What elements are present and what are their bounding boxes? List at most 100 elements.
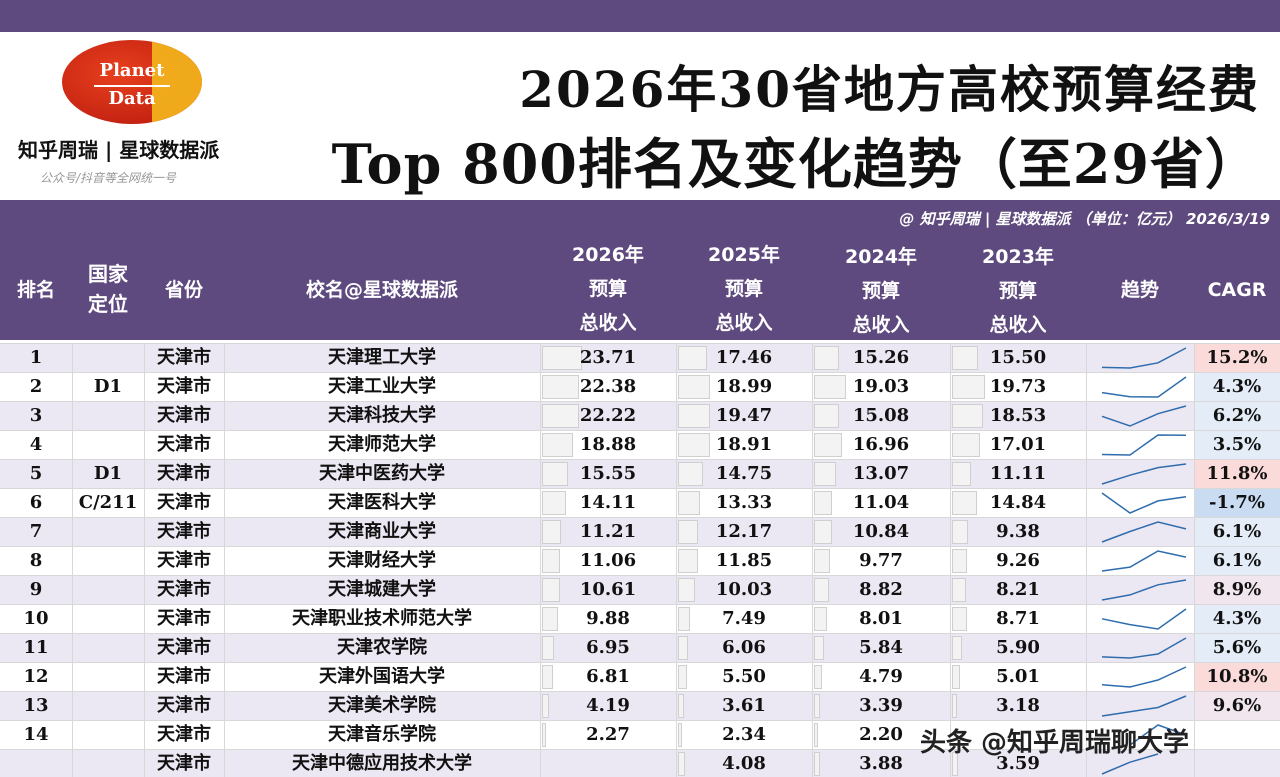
cell-cagr: 4.3%	[1212, 608, 1262, 629]
trend-line	[1101, 695, 1187, 717]
trend-sparkline	[1101, 492, 1187, 514]
cagr-bg	[1194, 401, 1280, 430]
cell-value-v2026: 18.88	[579, 434, 637, 455]
cell-value-v2024: 16.96	[852, 434, 910, 455]
col-2024-income: 总收入	[852, 314, 910, 336]
table-row: 天津市 天津中德应用技术大学 4.08 3.88 3.59	[0, 749, 1280, 777]
cell-rank: 1	[29, 347, 43, 368]
value-bar	[814, 433, 842, 457]
cell-school: 天津中德应用技术大学	[292, 753, 472, 774]
table-row: 12 天津市 天津外国语大学 6.81 5.50 4.79 5.01 10.8%	[0, 662, 1280, 691]
cell-school: 天津工业大学	[328, 376, 436, 397]
value-bar	[814, 491, 832, 515]
cell-value-v2025: 10.03	[715, 579, 773, 600]
value-bar	[542, 578, 560, 602]
cell-national	[72, 546, 144, 575]
trend-sparkline	[1101, 434, 1187, 456]
table-row: 3 天津市 天津科技大学 22.22 19.47 15.08 18.53 6.2%	[0, 401, 1280, 430]
cell-value-v2023: 5.01	[996, 666, 1040, 687]
value-bar	[678, 433, 710, 457]
value-bar	[952, 694, 957, 718]
trend-line	[1101, 347, 1187, 369]
cell-rank: 12	[23, 666, 49, 687]
cell-value-v2025: 19.47	[715, 405, 773, 426]
table-row: 6 C/211 天津市 天津医科大学 14.11 13.33 11.04 14.84 -1.7%	[0, 488, 1280, 517]
trend-sparkline	[1101, 753, 1159, 775]
cell-province: 天津市	[157, 695, 211, 716]
cagr-bg	[1194, 546, 1280, 575]
cell-school: 天津农学院	[337, 637, 427, 658]
grid-line	[812, 343, 813, 777]
trend-line	[1101, 405, 1187, 427]
value-bar	[952, 752, 958, 776]
cell-school: 天津外国语大学	[319, 666, 445, 687]
cell-cagr: 11.8%	[1206, 463, 1268, 484]
table-row: 10 天津市 天津职业技术师范大学 9.88 7.49 8.01 8.71 4.3%	[0, 604, 1280, 633]
cell-national	[72, 401, 144, 430]
title-line-2: Top 800排名及变化趋势（至29省）	[331, 132, 1260, 196]
grid-line	[0, 633, 1280, 634]
trend-line	[1101, 376, 1187, 398]
cell-school: 天津音乐学院	[328, 724, 436, 745]
cell-national	[72, 575, 144, 604]
cagr-bg	[1194, 633, 1280, 662]
cell-value-v2024: 11.04	[852, 492, 910, 513]
grid-line	[0, 401, 1280, 402]
table-row: 5 D1 天津市 天津中医药大学 15.55 14.75 13.07 11.11 11.8%	[0, 459, 1280, 488]
cell-province: 天津市	[157, 579, 211, 600]
col-2025-budget: 预算	[724, 278, 763, 300]
value-bar	[952, 462, 971, 486]
top-band	[0, 0, 1280, 32]
col-2026-income: 总收入	[579, 312, 637, 334]
cell-value-v2023: 8.71	[996, 608, 1040, 629]
cell-value-v2024: 15.08	[852, 405, 910, 426]
cell-value-v2023: 5.90	[996, 637, 1040, 658]
value-bar	[952, 433, 980, 457]
cell-value-v2024: 4.79	[859, 666, 903, 687]
cell-province: 天津市	[157, 376, 211, 397]
value-bar	[814, 752, 820, 776]
trend-sparkline	[1129, 724, 1187, 746]
cell-value-v2025: 5.50	[722, 666, 766, 687]
col-province: 省份	[164, 279, 203, 301]
value-bar	[542, 607, 558, 631]
trend-line	[1101, 521, 1187, 543]
table-row: 11 天津市 天津农学院 6.95 6.06 5.84 5.90 5.6%	[0, 633, 1280, 662]
cell-value-v2024: 3.88	[859, 753, 903, 774]
cell-value-v2024: 3.39	[859, 695, 903, 716]
col-2024-year: 2024年	[845, 246, 917, 268]
cell-value-v2026: 23.71	[579, 347, 637, 368]
col-national-a: 国家	[88, 262, 128, 286]
cell-value-v2026: 14.11	[579, 492, 637, 513]
grid-line	[72, 343, 73, 777]
logo-wedge	[152, 40, 202, 124]
cell-value-v2026: 2.27	[586, 724, 630, 745]
cell-value-v2026: 15.55	[579, 463, 637, 484]
value-bar	[542, 665, 553, 689]
value-bar	[542, 520, 561, 544]
cell-value-v2026	[540, 749, 676, 777]
value-bar	[542, 491, 566, 515]
value-bar	[542, 549, 560, 573]
trend-line	[1101, 550, 1187, 572]
cagr-bg	[1194, 662, 1280, 691]
footer-watermark: 头条 @知乎周瑞聊大学	[920, 728, 1190, 758]
cell-value-v2026: 6.81	[586, 666, 630, 687]
cell-province: 天津市	[157, 463, 211, 484]
cell-value-v2024: 15.26	[852, 347, 910, 368]
cagr-bg	[1194, 343, 1280, 372]
trend-sparkline	[1101, 637, 1187, 659]
cell-province: 天津市	[157, 724, 211, 745]
trend-line	[1101, 608, 1187, 630]
cell-value-v2023: 15.50	[989, 347, 1047, 368]
cell-rank: 9	[29, 579, 43, 600]
cell-province: 天津市	[157, 347, 211, 368]
cell-value-v2025: 7.49	[722, 608, 766, 629]
cell-rank: 14	[23, 724, 49, 745]
cell-value-v2025: 12.17	[715, 521, 773, 542]
cell-cagr: 6.1%	[1212, 550, 1262, 571]
cagr-bg	[1194, 604, 1280, 633]
cell-rank: 10	[23, 608, 49, 629]
cell-national: D1	[93, 463, 123, 484]
cell-value-v2023: 9.26	[996, 550, 1040, 571]
